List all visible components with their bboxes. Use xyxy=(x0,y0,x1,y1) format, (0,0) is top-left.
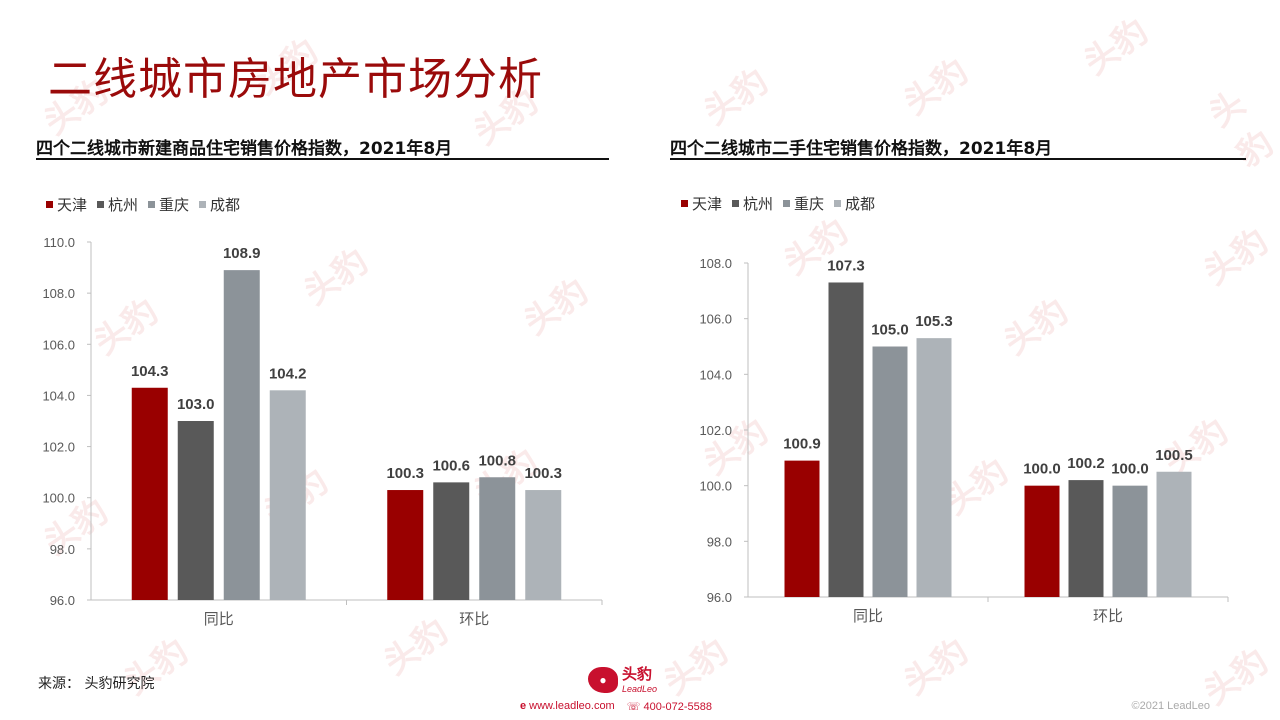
page-title: 二线城市房地产市场分析 xyxy=(48,54,543,106)
chart-legend-second-hand: 天津 杭州 重庆 成都 xyxy=(681,193,875,214)
x-category-label: 环比 xyxy=(459,610,489,628)
phone-text: 400-072-5588 xyxy=(643,701,712,713)
y-tick-label: 98.0 xyxy=(707,534,732,549)
chart-legend-new-housing: 天津 杭州 重庆 成都 xyxy=(46,194,240,215)
legend-swatch xyxy=(97,201,105,208)
legend-swatch xyxy=(681,200,688,207)
source-note: 来源： 头豹研究院 xyxy=(38,676,155,692)
bar-data-label: 100.8 xyxy=(478,452,516,469)
legend-item: 天津 xyxy=(681,193,722,214)
bar-data-label: 100.0 xyxy=(1111,461,1149,478)
chart-title-rule xyxy=(670,158,1246,160)
legend-swatch xyxy=(46,201,53,208)
bar-chart-second-hand: 96.0 98.0 100.0 102.0 104.0 106.0 108.0 同比 100.9… xyxy=(699,256,1229,625)
legend-swatch xyxy=(783,200,791,207)
legend-item: 杭州 xyxy=(97,194,138,215)
bar-data-label: 108.9 xyxy=(223,245,261,262)
legend-item: 成都 xyxy=(199,194,240,215)
bar-成都 xyxy=(916,338,952,597)
legend-label: 天津 xyxy=(57,196,88,214)
y-tick-label: 96.0 xyxy=(50,593,75,608)
legend-label: 成都 xyxy=(210,196,241,214)
y-tick-label: 96.0 xyxy=(707,590,732,605)
x-category-label: 环比 xyxy=(1093,607,1123,625)
y-tick-label: 102.0 xyxy=(42,440,75,455)
y-tick-label: 106.0 xyxy=(42,337,75,352)
bar-杭州 xyxy=(828,282,864,597)
y-tick-label: 102.0 xyxy=(699,423,732,438)
bar-data-label: 100.2 xyxy=(1067,455,1105,472)
bar-天津 xyxy=(387,490,424,600)
chart-title-rule xyxy=(36,158,609,160)
bar-杭州 xyxy=(1068,480,1104,597)
chart-title-new-housing: 四个二线城市新建商品住宅销售价格指数，2021年8月 xyxy=(36,139,453,159)
legend-item: 天津 xyxy=(46,194,87,215)
bar-重庆 xyxy=(223,270,260,600)
y-tick-label: 106.0 xyxy=(699,312,732,327)
legend-item: 杭州 xyxy=(732,193,773,214)
phone-number: ☏ 400-072-5588 xyxy=(627,700,712,713)
y-tick-label: 100.0 xyxy=(699,479,732,494)
y-tick-label: 108.0 xyxy=(699,256,732,271)
bar-重庆 xyxy=(479,477,516,600)
legend-swatch xyxy=(199,201,207,208)
bar-data-label: 104.3 xyxy=(131,363,169,380)
legend-label: 杭州 xyxy=(108,196,139,214)
x-category-label: 同比 xyxy=(204,610,234,628)
leadleo-logo: ● 头豹 LeadLeo xyxy=(588,666,657,694)
bar-data-label: 100.3 xyxy=(386,465,424,482)
footer-branding: ● 头豹 LeadLeo e www.leadleo.com ☏ 400-072-5… xyxy=(520,666,760,716)
legend-swatch xyxy=(148,201,156,208)
bar-data-label: 103.0 xyxy=(177,396,215,413)
bar-杭州 xyxy=(433,482,470,600)
legend-item: 重庆 xyxy=(783,193,824,214)
bar-成都 xyxy=(269,390,306,600)
legend-swatch xyxy=(732,200,740,207)
bar-data-label: 105.0 xyxy=(871,322,909,339)
legend-label: 成都 xyxy=(845,195,876,213)
y-tick-label: 104.0 xyxy=(699,367,732,382)
bar-data-label: 104.2 xyxy=(269,365,307,382)
bar-重庆 xyxy=(1112,485,1148,597)
legend-label: 重庆 xyxy=(794,195,825,213)
web-icon: e xyxy=(520,700,527,712)
copyright: ©2021 LeadLeo xyxy=(1131,700,1210,712)
y-tick-label: 98.0 xyxy=(50,542,75,557)
bar-chart-new-housing: 96.0 98.0 100.0 102.0 104.0 106.0 108.0 110.0 同比… xyxy=(42,235,603,628)
logo-sub: LeadLeo xyxy=(622,684,658,694)
y-tick-label: 108.0 xyxy=(42,286,75,301)
bar-data-label: 107.3 xyxy=(827,257,865,274)
phone-icon: ☏ xyxy=(626,701,641,713)
legend-item: 重庆 xyxy=(148,194,189,215)
bar-重庆 xyxy=(872,346,908,597)
website-link[interactable]: e www.leadleo.com xyxy=(520,700,615,713)
bar-data-label: 100.0 xyxy=(1023,461,1061,478)
bar-天津 xyxy=(784,460,820,597)
bar-data-label: 100.9 xyxy=(783,436,821,453)
leopard-icon: ● xyxy=(588,667,618,693)
logo-text: 头豹 xyxy=(622,665,653,683)
bar-杭州 xyxy=(177,421,214,600)
contact-info: e www.leadleo.com ☏ 400-072-5588 xyxy=(520,700,712,713)
bar-data-label: 105.3 xyxy=(915,313,953,330)
chart-title-second-hand: 四个二线城市二手住宅销售价格指数，2021年8月 xyxy=(670,139,1053,159)
y-tick-label: 110.0 xyxy=(43,235,75,250)
x-category-label: 同比 xyxy=(853,607,883,625)
website-text: www.leadleo.com xyxy=(529,700,615,712)
bar-成都 xyxy=(525,490,562,600)
bar-天津 xyxy=(1024,485,1060,597)
legend-label: 天津 xyxy=(692,195,723,213)
bar-data-label: 100.3 xyxy=(524,465,562,482)
bar-data-label: 100.5 xyxy=(1155,447,1193,464)
y-tick-label: 100.0 xyxy=(42,491,75,506)
y-tick-label: 104.0 xyxy=(42,388,75,403)
bar-天津 xyxy=(131,387,168,600)
bar-data-label: 100.6 xyxy=(432,457,470,474)
legend-swatch xyxy=(834,200,842,207)
legend-label: 重庆 xyxy=(159,196,190,214)
legend-item: 成都 xyxy=(834,193,875,214)
legend-label: 杭州 xyxy=(743,195,774,213)
bar-成都 xyxy=(1156,471,1192,597)
